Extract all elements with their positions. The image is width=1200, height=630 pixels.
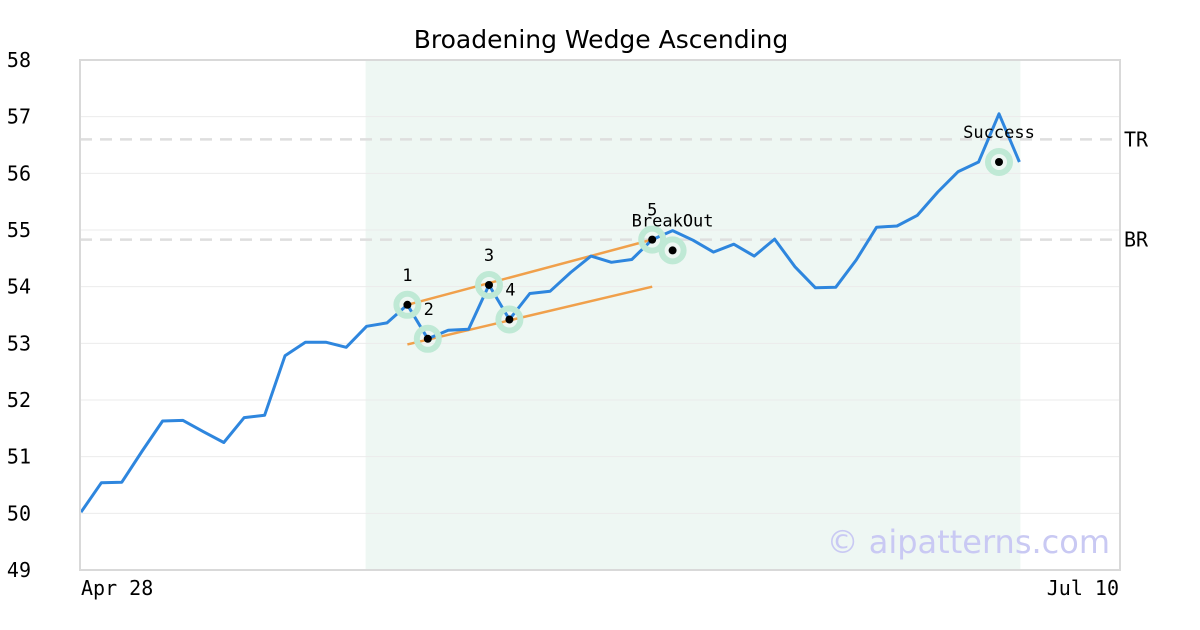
- pattern-point-5-halo: [638, 225, 667, 254]
- y-tick-label: 57: [7, 105, 31, 129]
- y-tick-label: 56: [7, 161, 31, 185]
- plot-frame: [79, 59, 1121, 571]
- y-tick-label: 51: [7, 445, 31, 469]
- y-tick-label: 58: [7, 48, 31, 72]
- y-tick-label: 55: [7, 218, 31, 242]
- breakout-marker-dot: [668, 246, 677, 255]
- upper-trendline: [407, 238, 653, 307]
- price-line: [79, 112, 1021, 514]
- x-tick-start: Apr 28: [81, 576, 153, 600]
- pattern-highlight-region: [365, 60, 1021, 570]
- pattern-point-4-dot: [505, 315, 514, 324]
- pattern-point-label: 5: [647, 201, 657, 221]
- pattern-point-1-dot: [403, 300, 412, 309]
- pattern-point-5-dot: [648, 235, 657, 244]
- pattern-point-4-halo: [495, 305, 524, 334]
- lower-trendline: [407, 285, 653, 346]
- breakout-label: BreakOut: [632, 211, 714, 231]
- wedge-trendlines: [407, 238, 653, 346]
- pattern-point-3-halo: [475, 270, 503, 299]
- y-gridlines: [80, 116, 1120, 514]
- reference-lines: TR BR: [80, 127, 1149, 252]
- y-tick-label: 52: [7, 388, 31, 412]
- pattern-point-label: 2: [424, 300, 434, 320]
- pattern-point-label: 3: [484, 246, 494, 266]
- pattern-point-1-halo: [393, 290, 422, 319]
- pattern-point-2-halo: [413, 324, 442, 353]
- y-axis-ticks: 49 50 51 52 53 54 55 56 57 58: [7, 48, 31, 582]
- chart-title: Broadening Wedge Ascending: [414, 25, 789, 54]
- pattern-markers: BreakOut Success: [632, 123, 1035, 265]
- success-marker-halo: [985, 148, 1013, 176]
- pattern-point-label: 4: [505, 281, 515, 301]
- success-marker-dot: [995, 158, 1003, 166]
- x-tick-end: Jul 10: [1047, 576, 1119, 600]
- y-tick-label: 53: [7, 331, 31, 355]
- watermark: © aipatterns.com: [827, 523, 1110, 561]
- reference-label-br: BR: [1124, 228, 1149, 252]
- pattern-point-3-dot: [485, 280, 493, 289]
- pattern-point-label: 1: [402, 266, 412, 286]
- y-tick-label: 54: [7, 275, 31, 299]
- pattern-points: 12 34 5: [393, 201, 667, 353]
- y-tick-label: 49: [7, 558, 31, 582]
- success-label: Success: [963, 123, 1035, 143]
- pattern-point-2-dot: [423, 334, 432, 343]
- reference-label-tr: TR: [1124, 127, 1149, 151]
- y-tick-label: 50: [7, 501, 31, 525]
- breakout-marker-halo: [658, 236, 687, 265]
